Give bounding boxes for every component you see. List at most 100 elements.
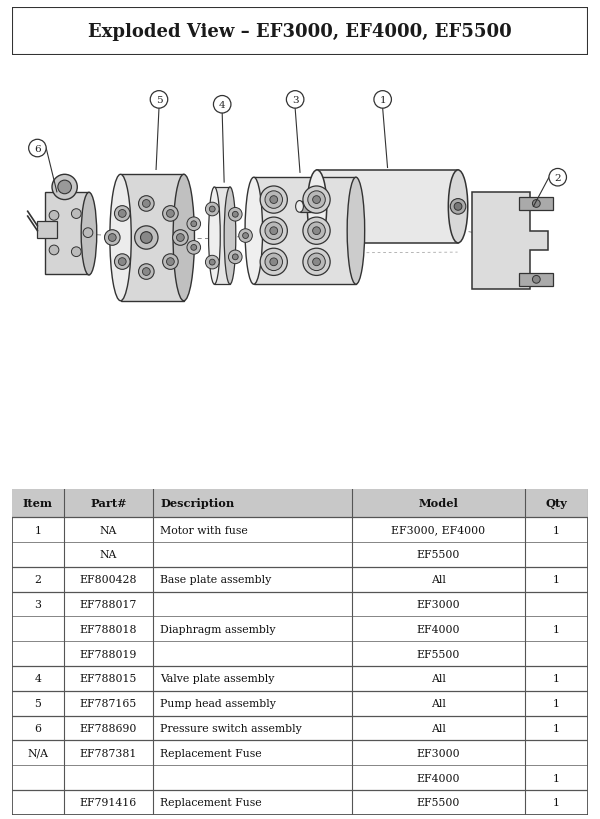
Circle shape: [29, 140, 46, 157]
Text: 1: 1: [553, 674, 560, 684]
Circle shape: [191, 222, 197, 228]
Circle shape: [239, 229, 253, 243]
Circle shape: [214, 97, 231, 114]
Ellipse shape: [209, 188, 220, 285]
Text: Base plate assembly: Base plate assembly: [160, 575, 271, 585]
Ellipse shape: [224, 188, 236, 285]
Circle shape: [242, 233, 248, 239]
Circle shape: [104, 230, 120, 246]
Text: Motor with fuse: Motor with fuse: [160, 525, 248, 535]
Text: EF4000: EF4000: [416, 773, 460, 783]
Text: 1: 1: [553, 798, 560, 808]
Text: Replacement Fuse: Replacement Fuse: [160, 798, 262, 808]
Circle shape: [260, 218, 287, 245]
Ellipse shape: [173, 175, 194, 301]
Text: 2: 2: [554, 174, 561, 183]
Circle shape: [71, 210, 81, 219]
Text: Qty: Qty: [545, 498, 567, 509]
Circle shape: [532, 276, 540, 284]
Circle shape: [270, 197, 278, 204]
Circle shape: [454, 203, 462, 211]
Circle shape: [308, 192, 325, 209]
Text: 1: 1: [553, 723, 560, 733]
Ellipse shape: [81, 193, 97, 276]
Circle shape: [49, 211, 59, 221]
Circle shape: [313, 259, 320, 266]
Bar: [519, 274, 553, 287]
Text: Model: Model: [418, 498, 458, 509]
Circle shape: [229, 251, 242, 265]
Ellipse shape: [296, 201, 304, 213]
Text: 5: 5: [34, 699, 41, 708]
Text: EF5500: EF5500: [416, 550, 460, 559]
Text: 5: 5: [155, 96, 162, 105]
Circle shape: [142, 201, 150, 208]
Text: 1: 1: [34, 525, 41, 535]
Text: EF3000, EF4000: EF3000, EF4000: [391, 525, 485, 535]
Bar: [12, 489, 588, 518]
Circle shape: [49, 246, 59, 256]
Circle shape: [303, 249, 330, 276]
Text: Valve plate assembly: Valve plate assembly: [160, 674, 274, 684]
Circle shape: [308, 254, 325, 271]
Circle shape: [303, 218, 330, 245]
Circle shape: [265, 192, 283, 209]
Text: EF788019: EF788019: [80, 649, 137, 658]
Text: Replacement Fuse: Replacement Fuse: [160, 748, 262, 758]
Circle shape: [109, 234, 116, 242]
Circle shape: [134, 227, 158, 250]
Circle shape: [52, 175, 77, 201]
Text: NA: NA: [100, 525, 117, 535]
Bar: [45, 192, 89, 275]
Circle shape: [286, 92, 304, 109]
Circle shape: [232, 255, 238, 260]
Circle shape: [176, 234, 184, 242]
Circle shape: [265, 223, 283, 240]
Text: 3: 3: [292, 96, 298, 105]
Circle shape: [71, 247, 81, 257]
Circle shape: [118, 258, 126, 266]
Text: Diaphragm assembly: Diaphragm assembly: [160, 624, 275, 634]
Bar: [317, 170, 458, 243]
Text: EF3000: EF3000: [416, 748, 460, 758]
Polygon shape: [472, 192, 548, 290]
Circle shape: [265, 254, 283, 271]
Text: EF788018: EF788018: [80, 624, 137, 634]
Text: EF800428: EF800428: [80, 575, 137, 585]
Ellipse shape: [347, 178, 365, 285]
Text: Exploded View – EF3000, EF4000, EF5500: Exploded View – EF3000, EF4000, EF5500: [88, 23, 512, 41]
Text: 2: 2: [34, 575, 41, 585]
Circle shape: [191, 245, 197, 251]
Circle shape: [58, 181, 71, 194]
Circle shape: [260, 187, 287, 214]
Text: EF5500: EF5500: [416, 798, 460, 808]
Text: All: All: [431, 723, 446, 733]
Ellipse shape: [307, 170, 327, 243]
Text: N/A: N/A: [28, 748, 49, 758]
Bar: [214, 188, 230, 285]
Text: NA: NA: [100, 550, 117, 559]
Text: 6: 6: [34, 723, 41, 733]
Circle shape: [205, 256, 219, 269]
Text: EF3000: EF3000: [416, 600, 460, 609]
Circle shape: [139, 265, 154, 280]
Circle shape: [140, 233, 152, 244]
Text: 1: 1: [379, 96, 386, 105]
Text: EF5500: EF5500: [416, 649, 460, 658]
Bar: [254, 178, 356, 285]
Text: All: All: [431, 699, 446, 708]
Bar: [519, 197, 553, 211]
Text: 1: 1: [553, 575, 560, 585]
Ellipse shape: [245, 178, 263, 285]
Ellipse shape: [448, 170, 468, 243]
Text: 1: 1: [553, 525, 560, 535]
Circle shape: [173, 230, 188, 246]
Circle shape: [163, 255, 178, 270]
Text: Description: Description: [160, 498, 234, 509]
Circle shape: [150, 92, 168, 109]
Text: EF4000: EF4000: [416, 624, 460, 634]
Bar: [37, 222, 57, 239]
Text: EF788690: EF788690: [80, 723, 137, 733]
Circle shape: [209, 260, 215, 265]
Circle shape: [167, 258, 174, 266]
